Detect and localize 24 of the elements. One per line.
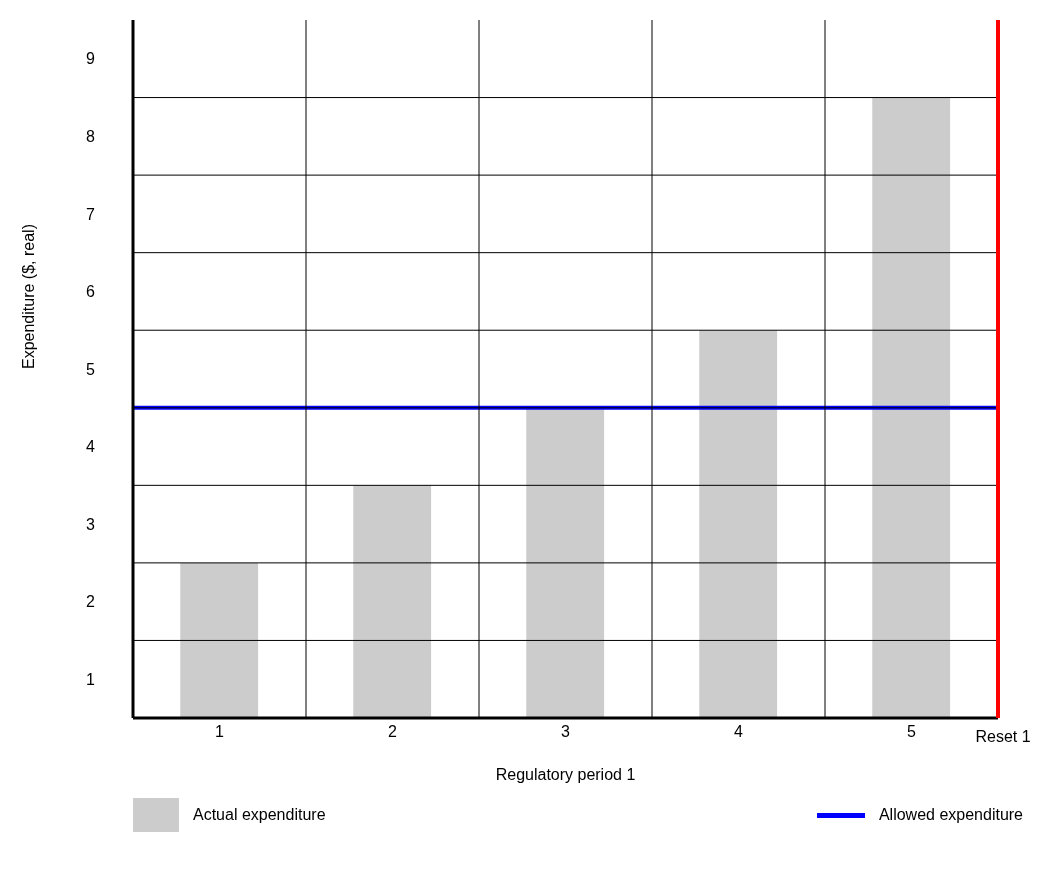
x-axis-title: Regulatory period 1: [495, 766, 636, 783]
bar: [526, 407, 605, 718]
x-tick-label: 4: [734, 723, 744, 741]
y-tick-label: 7: [86, 205, 96, 223]
y-axis-title: Expenditure ($, real): [19, 224, 37, 369]
ref-line-label: Reset 1: [975, 728, 1031, 745]
y-tick-label: 2: [86, 593, 96, 611]
x-tick-label: 3: [561, 723, 571, 741]
y-tick-label: 5: [86, 360, 96, 378]
bar: [353, 485, 432, 718]
y-tick-label: 8: [86, 128, 96, 146]
y-tick-label: 6: [86, 283, 96, 301]
y-tick-label: 9: [86, 50, 96, 68]
y-tick-label: 3: [86, 515, 96, 533]
x-tick-label: 5: [907, 723, 917, 741]
x-tick-label: 1: [215, 723, 225, 741]
bar: [872, 97, 951, 718]
legend-label: Allowed expenditure: [878, 806, 1023, 824]
y-tick-label: 1: [86, 670, 96, 688]
y-tick-label: 4: [86, 438, 96, 456]
bar: [699, 330, 778, 718]
bar: [180, 562, 259, 718]
x-tick-label: 2: [388, 723, 398, 741]
legend-label: Actual expenditure: [193, 806, 326, 824]
